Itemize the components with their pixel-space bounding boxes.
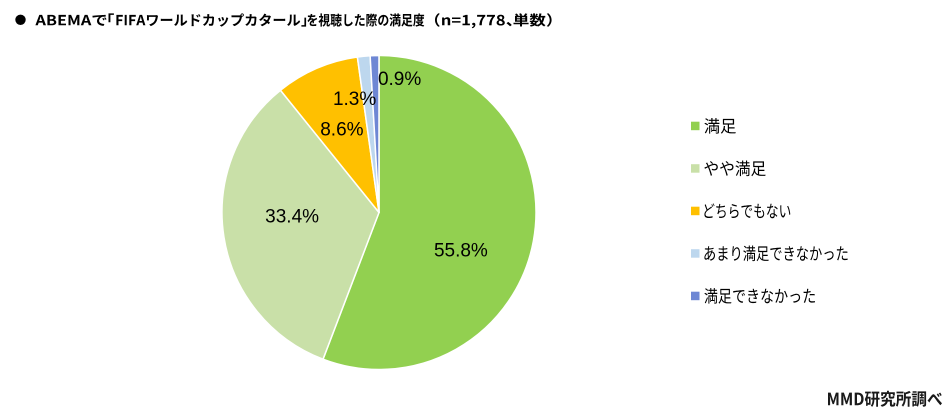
svg-text:33.4%: 33.4% — [265, 206, 319, 227]
svg-text:8.6%: 8.6% — [320, 119, 363, 140]
svg-text:1.3%: 1.3% — [333, 89, 376, 110]
svg-text:55.8%: 55.8% — [434, 240, 488, 261]
svg-text:0.9%: 0.9% — [378, 69, 421, 90]
